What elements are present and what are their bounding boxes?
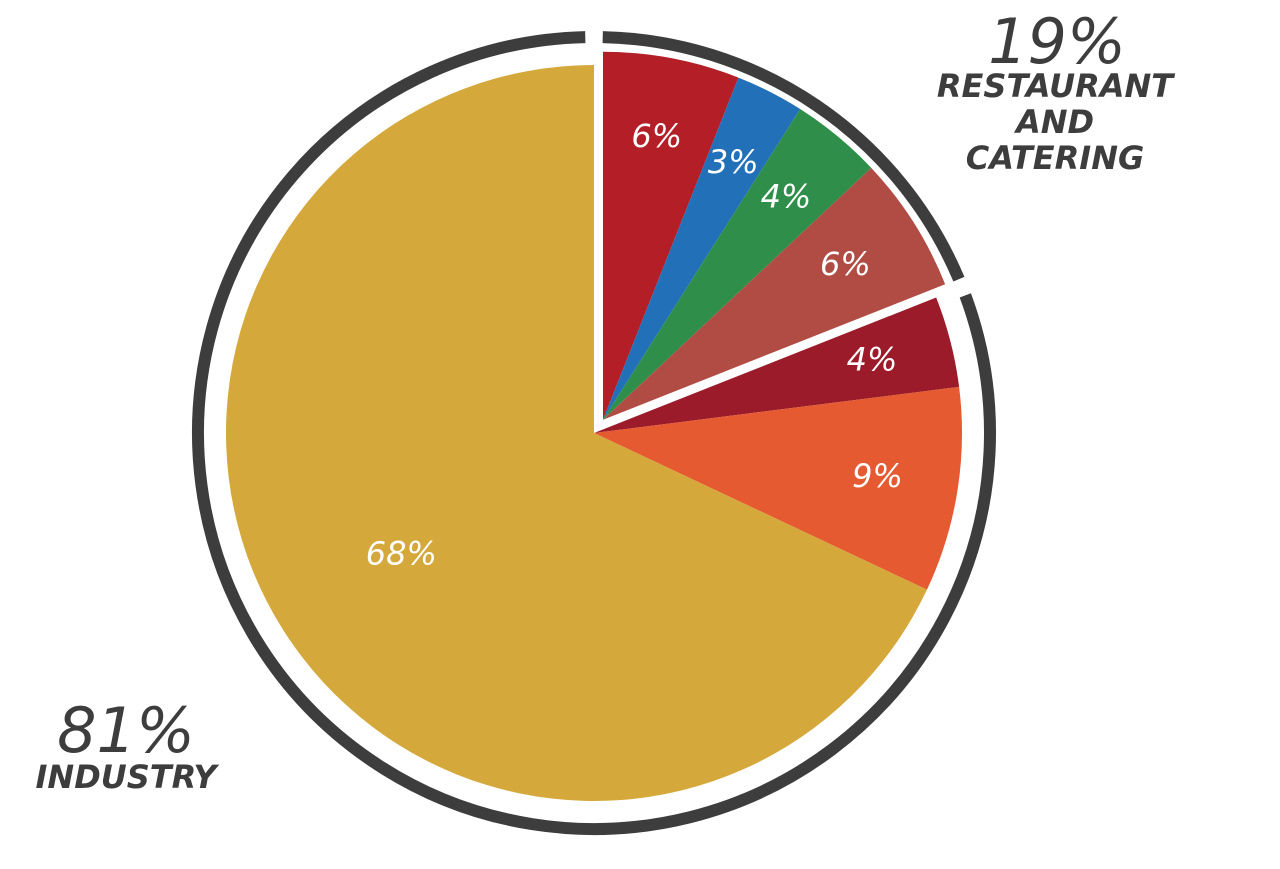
pie-slice-2	[602, 77, 801, 420]
pie-slice-7	[226, 64, 927, 801]
restaurant-group-name-line-2: AND	[1013, 103, 1094, 141]
restaurant-group-name-line-1: RESTAURANT	[937, 67, 1175, 105]
pie-slice-4	[602, 167, 946, 420]
restaurant-group-name-line-3: CATERING	[966, 139, 1144, 177]
group-ring-industry	[192, 31, 996, 835]
restaurant-group-label: 19% RESTAURANT AND CATERING	[937, 5, 1175, 177]
group-ring-layer	[192, 31, 996, 835]
pie-slices	[226, 51, 962, 801]
slice-label-6: 9%	[852, 457, 903, 495]
slice-label-3: 4%	[761, 178, 812, 216]
slice-label-5: 4%	[847, 341, 898, 379]
pie-slice-5	[594, 297, 960, 433]
slice-label-1: 6%	[631, 117, 682, 155]
pie-slice-1	[602, 51, 739, 420]
slice-label-7: 68%	[366, 534, 437, 572]
slice-label-2: 3%	[708, 143, 759, 181]
restaurant-group-percent: 19%	[988, 5, 1126, 78]
industry-group-label: 81% INDUSTRY	[36, 694, 220, 796]
group-ring-restaurant	[602, 31, 965, 282]
industry-group-percent: 81%	[57, 694, 195, 767]
industry-group-name: INDUSTRY	[36, 758, 220, 796]
pie-slice-6	[594, 386, 962, 590]
slice-label-4: 6%	[820, 245, 871, 283]
slice-labels: 6%3%4%6%4%9%68%	[366, 117, 903, 572]
pie-slice-3	[602, 109, 872, 420]
